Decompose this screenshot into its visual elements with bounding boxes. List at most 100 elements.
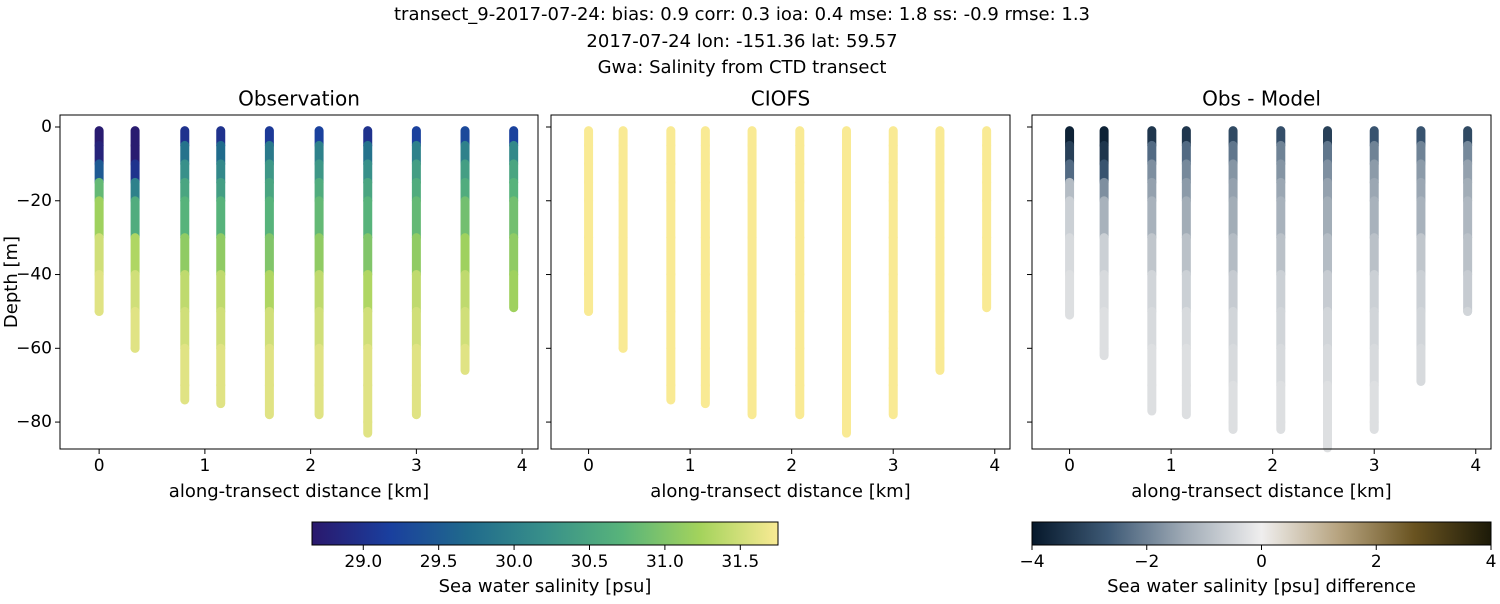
profile-point [1147, 233, 1157, 280]
profile-point [216, 270, 226, 316]
profile-point [363, 306, 373, 353]
profile-point [666, 380, 676, 405]
profile-point [1276, 233, 1286, 280]
profile-point [795, 270, 805, 316]
profile-point [888, 233, 898, 280]
profile-point [584, 306, 594, 316]
profile-point [618, 233, 628, 280]
profile-point [180, 270, 190, 316]
profile-point [1323, 343, 1333, 390]
profile-point [1228, 343, 1238, 390]
colorbar-tick-label: 31.5 [721, 552, 759, 572]
profile-point [888, 196, 898, 243]
profile-point [460, 343, 470, 375]
profile-point [1228, 380, 1238, 427]
x-tick-label: 2 [305, 456, 316, 476]
colorbar-tick-label: 31.0 [646, 552, 684, 572]
profile-point [130, 306, 140, 353]
colorbar-tick-label: 0 [1256, 552, 1267, 572]
profile-point [935, 270, 945, 316]
profile-point [1181, 233, 1191, 280]
profile-point [264, 380, 274, 420]
profile-point [842, 380, 852, 427]
x-tick-label: 0 [94, 456, 105, 476]
profile-point [747, 196, 757, 243]
x-tick-label: 3 [411, 456, 422, 476]
profile-point [1228, 233, 1238, 280]
title-line: Gwa: Salinity from CTD transect [598, 57, 887, 78]
profile-point [700, 270, 710, 316]
profile-point [666, 196, 676, 243]
profile-point [1228, 306, 1238, 353]
profile-point [1323, 380, 1333, 427]
profile-point [180, 343, 190, 390]
profile-point [1065, 270, 1075, 316]
profile-point [1323, 196, 1333, 243]
profile-point [1181, 343, 1191, 390]
profile-point [1099, 306, 1109, 353]
plot-frame [1031, 114, 1492, 450]
profile-point [264, 306, 274, 353]
profile-point [1463, 233, 1473, 280]
profile-point [314, 380, 324, 420]
profile-point [935, 196, 945, 243]
x-tick-label: 1 [685, 456, 696, 476]
profile-point [618, 270, 628, 316]
profile-point [1323, 270, 1333, 316]
profile-point [363, 196, 373, 243]
profile-point [747, 233, 757, 280]
profile-point [130, 270, 140, 316]
profile-point [1369, 417, 1379, 434]
profile-point [509, 196, 519, 243]
profile-point [1276, 417, 1286, 434]
profile-point [700, 233, 710, 280]
x-tick-label: 1 [1166, 456, 1177, 476]
profile-point [1276, 343, 1286, 390]
profile-point [795, 306, 805, 353]
profile-point [935, 343, 945, 375]
profile-point [94, 233, 104, 280]
profile-point [1276, 270, 1286, 316]
profile-point [130, 233, 140, 280]
plot-frame [59, 114, 539, 450]
profile-point [747, 380, 757, 420]
profile-point [460, 196, 470, 243]
profile-point [1147, 270, 1157, 316]
title-line: transect_9-2017-07-24: bias: 0.9 corr: 0… [394, 4, 1090, 25]
x-tick-label: 2 [786, 456, 797, 476]
profile-point [509, 233, 519, 280]
profile-point [935, 233, 945, 280]
profile-point [888, 380, 898, 420]
profile-point [842, 417, 852, 438]
profile-point [180, 306, 190, 353]
x-tick-label: 0 [583, 456, 594, 476]
profile-point [1228, 270, 1238, 316]
profile-point [1416, 233, 1426, 280]
profile-point [842, 343, 852, 390]
profile-point [700, 306, 710, 353]
profile-point [1147, 343, 1157, 390]
profile-point [411, 343, 421, 390]
profile-point [747, 306, 757, 353]
profile-point [666, 233, 676, 280]
colorbar-tick-label: 29.5 [420, 552, 458, 572]
profile-point [842, 306, 852, 353]
profile-point [216, 306, 226, 353]
profile-point [1065, 233, 1075, 280]
profile-point [94, 196, 104, 243]
profile-point [842, 196, 852, 243]
profile-point [888, 270, 898, 316]
profile-point [216, 196, 226, 243]
profile-point [216, 233, 226, 280]
profile-point [1065, 306, 1075, 320]
profile-point [1181, 196, 1191, 243]
profile-point [666, 270, 676, 316]
profile-point [618, 343, 628, 353]
profile-point [1323, 417, 1333, 453]
profile-point [795, 380, 805, 420]
profile-point [584, 233, 594, 280]
profile-point [264, 270, 274, 316]
profile-point [1276, 380, 1286, 427]
profile-point [1099, 196, 1109, 243]
profile-point [1463, 306, 1473, 316]
